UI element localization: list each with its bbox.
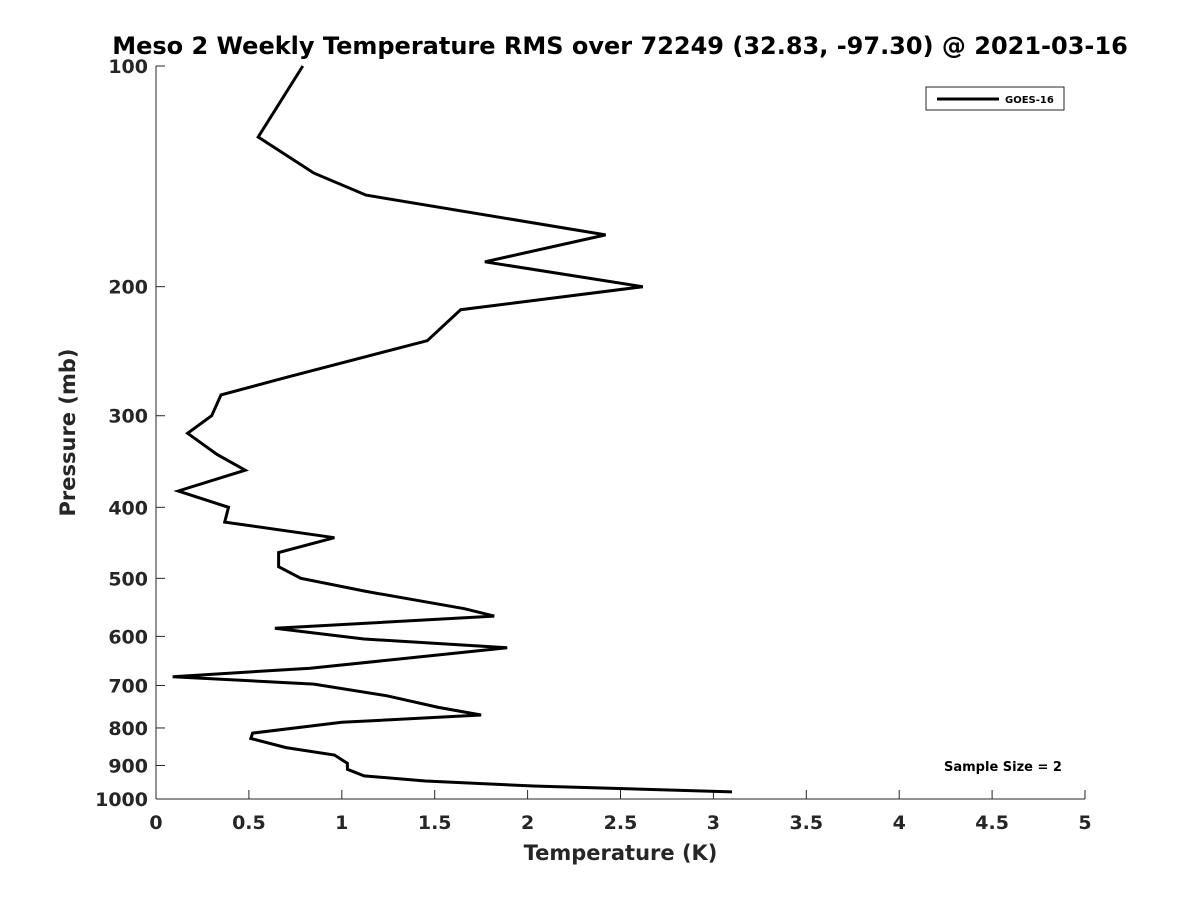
y-tick-label: 800 [108,718,148,740]
x-tick-label: 4.5 [975,812,1009,834]
x-tick-label: 0.5 [232,812,266,834]
x-tick-label: 1.5 [418,812,452,834]
series-layer [172,65,733,794]
x-axis-label: Temperature (K) [524,841,718,865]
sample-size-annotation: Sample Size = 2 [944,760,1062,775]
x-tick-label: 3.5 [789,812,823,834]
y-tick-label: 100 [108,56,148,78]
x-tick-label: 1 [335,812,348,834]
x-tick-label: 0 [149,812,162,834]
legend-label: GOES-16 [1005,95,1054,106]
y-axis-label: Pressure (mb) [56,349,80,517]
axes: 0 0.5 1 1.5 2 2.5 3 3.5 4 4.5 5 100 200 300 400 500 600 7… [95,56,1092,834]
x-tick-label: 2.5 [604,812,638,834]
series-line-0 [172,65,733,794]
legend: GOES-16 [925,86,1065,111]
y-tick-label: 900 [108,755,148,777]
y-tick-label: 1000 [95,789,148,811]
y-tick-label: 400 [108,497,148,519]
y-tick-label: 600 [108,626,148,648]
y-tick-label: 200 [108,277,148,299]
x-tick-label: 2 [521,812,534,834]
x-tick-label: 5 [1078,812,1091,834]
x-tick-label: 4 [893,812,906,834]
y-tick-label: 500 [108,568,148,590]
chart-title: Meso 2 Weekly Temperature RMS over 72249… [112,32,1128,60]
x-tick-label: 3 [707,812,720,834]
y-tick-label: 300 [108,406,148,428]
y-tick-label: 700 [108,675,148,697]
